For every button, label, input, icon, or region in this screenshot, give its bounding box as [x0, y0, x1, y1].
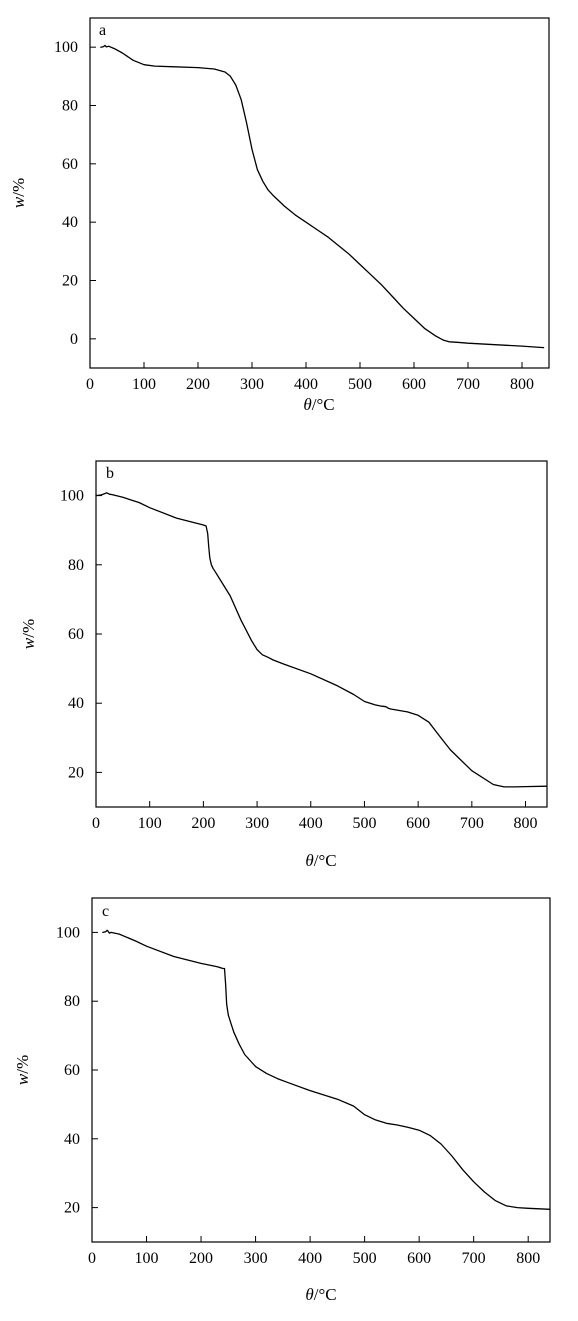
y-tick-label: 80 — [62, 98, 78, 115]
panel-label-b: b — [106, 465, 114, 482]
x-axis-title-c: θ/°C — [305, 1285, 336, 1304]
x-tick-label: 800 — [514, 815, 538, 832]
x-tick-label: 100 — [132, 376, 156, 393]
x-tick-label: 300 — [244, 1250, 268, 1267]
x-tick-label: 600 — [402, 376, 426, 393]
x-tick-label: 200 — [186, 376, 210, 393]
y-tick-label: 40 — [68, 695, 84, 712]
mass-loss-curve-c — [102, 929, 551, 1210]
x-tick-label: 500 — [353, 1250, 377, 1267]
x-tick-label: 400 — [299, 815, 323, 832]
x-tick-label: 700 — [460, 815, 484, 832]
x-axis-title-a: θ/°C — [303, 395, 334, 414]
y-axis-title-b: w/% — [19, 619, 38, 649]
x-tick-label: 700 — [462, 1250, 486, 1267]
x-tick-label: 100 — [138, 815, 162, 832]
y-tick-label: 40 — [64, 1131, 80, 1148]
chart-panel-c: c 0 100 200 300 400 500 600 700 800 20406080100 … — [13, 897, 551, 1304]
plot-frame-a — [89, 17, 550, 369]
chart-panel-a: a 0 100 200 300 400 500 600 700 800 0 20 40 60 80 100… — [9, 17, 550, 414]
x-tick-label: 200 — [189, 1250, 213, 1267]
x-axis-a: 0 100 200 300 400 500 600 700 800 — [86, 362, 534, 393]
panel-label-c: c — [102, 903, 109, 920]
y-tick-label: 100 — [56, 924, 80, 941]
y-axis-title-c: w/% — [13, 1055, 32, 1085]
y-tick-label: 60 — [68, 626, 84, 643]
x-axis-c: 0 100 200 300 400 500 600 700 800 — [88, 1236, 540, 1267]
mass-loss-curve-b — [95, 492, 548, 788]
panel-label-a: a — [99, 22, 106, 39]
y-tick-label: 20 — [64, 1200, 80, 1217]
x-tick-label: 0 — [86, 376, 94, 393]
y-tick-label: 60 — [62, 156, 78, 173]
x-tick-label: 0 — [92, 815, 100, 832]
y-tick-label: 100 — [60, 488, 84, 505]
plot-frame-c — [91, 897, 551, 1243]
y-axis-c: 20 40 60 80 100 — [56, 924, 98, 1217]
x-tick-label: 500 — [348, 376, 372, 393]
x-tick-label: 800 — [510, 376, 534, 393]
x-axis-b: 0 100 200 300 400 500 600 700 800 — [92, 801, 538, 832]
y-tick-label: 20 — [68, 764, 84, 781]
mass-loss-curve-a — [100, 44, 545, 349]
y-tick-label: 80 — [68, 557, 84, 574]
x-tick-label: 600 — [407, 1250, 431, 1267]
y-tick-label: 20 — [62, 273, 78, 290]
y-axis-b: 20 40 60 80 100 — [60, 488, 102, 781]
x-tick-label: 400 — [294, 376, 318, 393]
x-tick-label: 0 — [88, 1250, 96, 1267]
x-tick-label: 700 — [456, 376, 480, 393]
y-tick-label: 0 — [70, 331, 78, 348]
chart-panel-b: b 0 100 200 300 400 500 600 700 800 20406080100 … — [19, 460, 548, 870]
y-tick-label: 40 — [62, 214, 78, 231]
y-tick-label: 100 — [54, 39, 78, 56]
x-tick-label: 400 — [298, 1250, 322, 1267]
x-tick-label: 300 — [245, 815, 269, 832]
y-tick-label: 80 — [64, 993, 80, 1010]
x-tick-label: 800 — [516, 1250, 540, 1267]
x-tick-label: 500 — [352, 815, 376, 832]
x-tick-label: 300 — [240, 376, 264, 393]
x-tick-label: 200 — [191, 815, 215, 832]
y-axis-title-a: w/% — [9, 178, 28, 208]
x-tick-label: 600 — [406, 815, 430, 832]
x-tick-label: 100 — [135, 1250, 159, 1267]
y-axis-a: 0 20 40 60 80 100 — [54, 39, 96, 348]
y-tick-label: 60 — [64, 1062, 80, 1079]
x-axis-title-b: θ/°C — [305, 851, 336, 870]
